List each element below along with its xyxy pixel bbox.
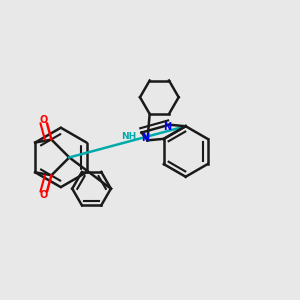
Text: N: N [141, 133, 149, 143]
Text: NH: NH [121, 132, 136, 141]
Text: N: N [163, 122, 171, 132]
Text: O: O [40, 190, 48, 200]
Text: O: O [40, 115, 48, 125]
